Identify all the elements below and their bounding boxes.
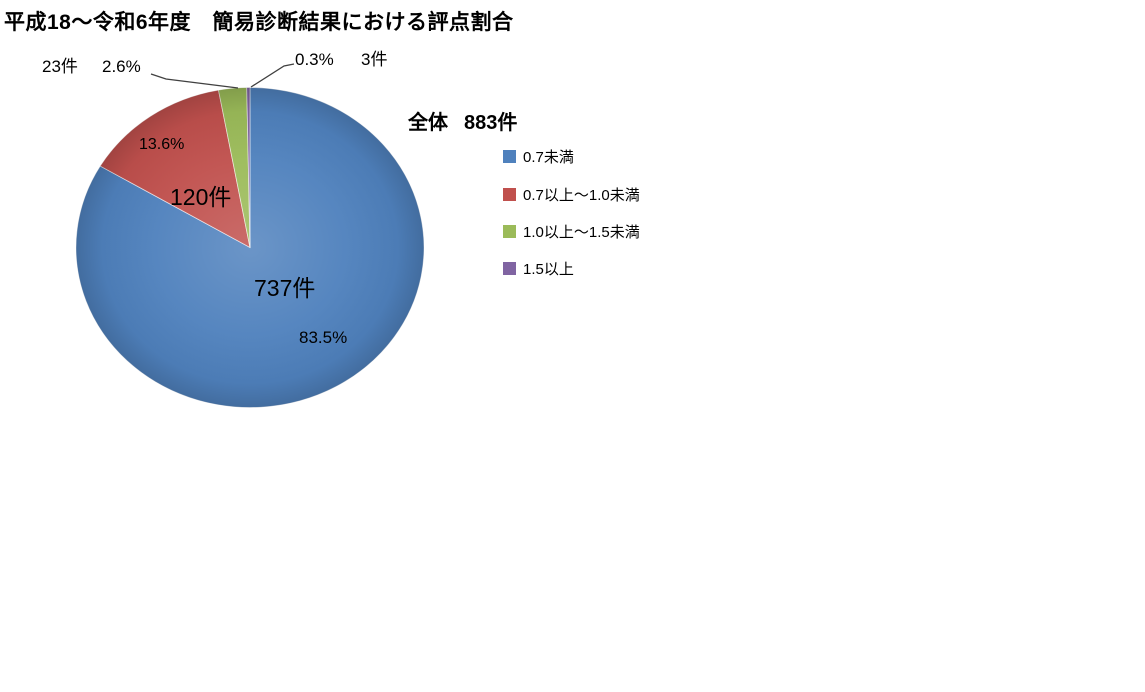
legend-item-under-0-7: 0.7未満	[503, 146, 574, 167]
legend-item-over-1-5: 1.5以上	[503, 258, 574, 279]
red-slice-percent-label: 13.6%	[139, 136, 185, 153]
leader-line-green-slice	[150, 73, 239, 89]
red-slice-count-label: 120件	[170, 184, 232, 210]
purple-slice-count-label: 3件	[361, 50, 388, 69]
blue-slice-count-label: 737件	[254, 275, 316, 301]
green-slice-count-label: 23件	[42, 57, 78, 76]
leader-line-purple-slice	[250, 63, 295, 88]
purple-slice-percent-label: 0.3%	[295, 50, 334, 69]
chart-title: 平成18～令和6年度 簡易診断結果における評点割合	[4, 11, 514, 34]
total-count: 883件	[464, 112, 518, 134]
legend-swatch-green	[503, 225, 516, 238]
total-header: 全体 883件	[408, 106, 517, 135]
legend-label: 1.0以上～1.5未満	[523, 224, 640, 241]
legend-swatch-blue	[503, 150, 516, 163]
pie-slices-group	[75, 87, 425, 408]
legend-label: 0.7未満	[523, 149, 574, 166]
legend-item-1-0-to-1-5: 1.0以上～1.5未満	[503, 221, 640, 242]
pie-chart	[75, 63, 425, 408]
blue-slice-percent-label: 83.5%	[299, 328, 348, 347]
legend-label: 1.5以上	[523, 261, 574, 278]
legend-label: 0.7以上～1.0未満	[523, 187, 640, 204]
legend-swatch-purple	[503, 262, 516, 275]
legend-item-0-7-to-1-0: 0.7以上～1.0未満	[503, 184, 640, 205]
total-label: 全体	[408, 112, 448, 134]
green-slice-percent-label: 2.6%	[102, 57, 141, 76]
legend-swatch-red	[503, 188, 516, 201]
